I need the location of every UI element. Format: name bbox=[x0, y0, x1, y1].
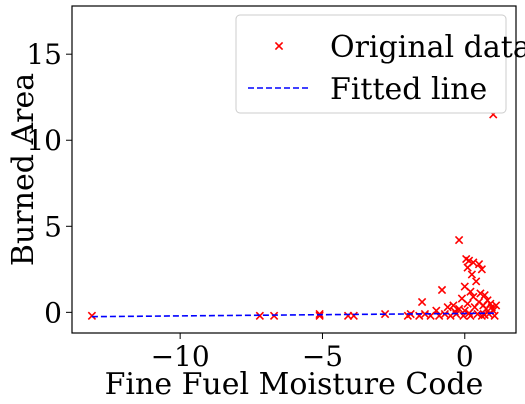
legend-label-original-data: Original data bbox=[330, 30, 525, 65]
y-axis: 0 5 10 15 bbox=[26, 38, 72, 329]
y-tick-label: 10 bbox=[26, 124, 62, 157]
data-point bbox=[469, 258, 478, 267]
x-tick-label: −10 bbox=[151, 340, 210, 373]
data-point bbox=[315, 311, 324, 320]
data-point bbox=[437, 285, 447, 295]
data-point bbox=[443, 303, 452, 312]
data-point bbox=[467, 270, 477, 279]
data-point bbox=[477, 265, 487, 274]
data-point bbox=[87, 311, 97, 320]
legend-label-fitted-line: Fitted line bbox=[330, 72, 487, 107]
data-point bbox=[464, 309, 474, 318]
legend-marker-original-data bbox=[274, 41, 284, 51]
data-point bbox=[491, 301, 501, 310]
data-point bbox=[454, 235, 464, 245]
x-axis: −10 −5 0 bbox=[151, 333, 474, 373]
data-point bbox=[349, 311, 358, 320]
y-tick-label: 0 bbox=[44, 296, 62, 329]
data-point bbox=[480, 290, 489, 300]
data-point bbox=[466, 287, 475, 296]
y-tick-label: 15 bbox=[26, 38, 62, 71]
x-tick-label: 0 bbox=[456, 340, 474, 373]
legend-x-glyph bbox=[274, 41, 284, 51]
data-point bbox=[476, 289, 485, 298]
data-point bbox=[471, 277, 481, 286]
data-point bbox=[474, 259, 484, 269]
x-axis-title: Fine Fuel Moisture Code bbox=[105, 367, 484, 402]
data-point bbox=[454, 304, 464, 314]
data-point bbox=[464, 256, 474, 265]
legend: Original data Fitted line bbox=[235, 14, 525, 114]
plot-frame bbox=[71, 5, 517, 334]
y-axis-title: Burned Area bbox=[6, 73, 41, 266]
data-point bbox=[463, 299, 472, 308]
fitted-line bbox=[91, 312, 497, 318]
data-point bbox=[473, 309, 482, 319]
data-point bbox=[449, 301, 458, 310]
data-point bbox=[417, 297, 427, 307]
y-tick-label: 5 bbox=[44, 210, 62, 243]
x-tick-label: −5 bbox=[302, 340, 343, 373]
